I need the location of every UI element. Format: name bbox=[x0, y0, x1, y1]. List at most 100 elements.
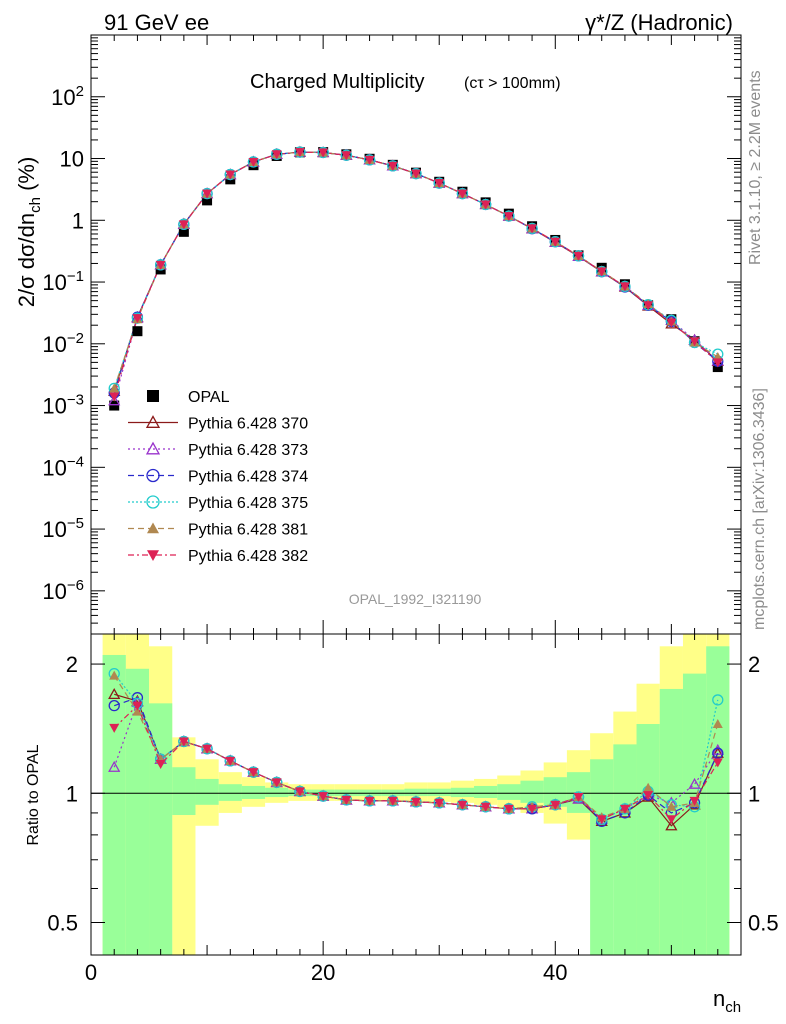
ratio-point bbox=[619, 804, 630, 814]
ratio-point bbox=[643, 782, 654, 792]
mc-point bbox=[457, 189, 468, 199]
band-inner-bin bbox=[427, 788, 451, 797]
plot-title: Charged Multiplicity bbox=[250, 71, 425, 93]
legend-marker bbox=[145, 415, 161, 428]
ratio-point bbox=[178, 737, 189, 747]
ratio-point bbox=[132, 701, 143, 711]
band-inner-bin bbox=[125, 668, 150, 955]
mc-point bbox=[689, 337, 700, 347]
y-tick-label: 10−1 bbox=[42, 268, 84, 295]
legend-marker bbox=[146, 468, 160, 483]
ratio-point bbox=[712, 758, 723, 768]
data-point bbox=[132, 326, 143, 337]
main-axes: 102 10 1 10−1 10−2 10−3 10−4 10−5 10−6 bbox=[42, 34, 742, 635]
x-tick-label: 40 bbox=[543, 960, 567, 985]
y-tick-label: 102 bbox=[51, 83, 84, 110]
ratio-axes: 0.5 0.51 12 20 20 40 bbox=[47, 633, 779, 985]
ratio-point bbox=[225, 756, 236, 766]
y-tick-label: 10−3 bbox=[42, 392, 84, 419]
legend-marker bbox=[147, 522, 159, 534]
ratio-point bbox=[434, 798, 445, 808]
data-point bbox=[178, 226, 189, 237]
band-inner-bin bbox=[102, 654, 126, 955]
band-inner-bin bbox=[474, 785, 498, 799]
legend-marker bbox=[146, 495, 160, 509]
mc-point bbox=[712, 358, 723, 368]
band-inner-bin bbox=[590, 759, 614, 955]
ratio-point bbox=[712, 747, 724, 759]
mc-point bbox=[434, 179, 445, 189]
ratio-y-tick-label-right: 2 bbox=[748, 652, 760, 677]
ratio-point bbox=[248, 768, 259, 778]
ratio-point bbox=[364, 796, 375, 806]
plot-title-suffix: (cτ > 100mm) bbox=[464, 75, 561, 92]
ratio-point bbox=[294, 787, 305, 797]
ratio-point bbox=[689, 796, 700, 806]
mc-point bbox=[550, 237, 561, 247]
header-left: 91 GeV ee bbox=[104, 10, 209, 35]
ratio-point bbox=[712, 719, 723, 729]
mc-point bbox=[202, 189, 213, 199]
mc-point bbox=[387, 161, 398, 171]
legend-label: Pythia 6.428 381 bbox=[188, 522, 308, 539]
mc-point bbox=[248, 157, 259, 167]
ratio-uncertainty-bands bbox=[102, 634, 730, 955]
main-plot-panel: 102 10 1 10−1 10−2 10−3 10−4 10−5 10−6 Charged M… bbox=[14, 34, 742, 635]
band-inner-bin bbox=[218, 784, 242, 801]
band-inner-bin bbox=[682, 673, 707, 955]
x-tick-label: 0 bbox=[85, 960, 97, 985]
data-point bbox=[109, 400, 120, 411]
ratio-point bbox=[457, 800, 468, 810]
ratio-point bbox=[712, 694, 724, 706]
band-inner-bin bbox=[636, 724, 660, 955]
ratio-point bbox=[643, 791, 654, 801]
mc-point bbox=[109, 392, 120, 402]
ratio-point bbox=[411, 797, 421, 807]
ratio-point bbox=[202, 744, 213, 754]
ratio-point bbox=[666, 815, 677, 825]
mc-point bbox=[341, 151, 352, 161]
data-point bbox=[202, 195, 213, 206]
mc-point bbox=[294, 148, 305, 158]
legend-label: Pythia 6.428 373 bbox=[188, 442, 308, 459]
ratio-y-tick-label-right: 1 bbox=[748, 781, 760, 806]
mc-point bbox=[666, 318, 677, 328]
legend-marker bbox=[145, 441, 161, 455]
ratio-point bbox=[596, 815, 607, 825]
mc-point bbox=[109, 383, 120, 393]
band-inner-bin bbox=[241, 785, 266, 799]
y-tick-label: 1 bbox=[72, 208, 84, 233]
mc-point bbox=[596, 267, 607, 277]
mc-point bbox=[132, 314, 143, 324]
mc-point bbox=[108, 394, 121, 406]
side-label-mcplots: mcplots.cern.ch [arXiv:1306.3436] bbox=[751, 388, 768, 630]
band-inner-bin bbox=[172, 767, 196, 816]
y-tick-label: 10 bbox=[60, 147, 84, 172]
mc-point bbox=[573, 251, 584, 261]
mc-point bbox=[411, 169, 421, 179]
ratio-point bbox=[108, 688, 121, 700]
legend: OPAL Pythia 6.428 370 Pythia 6.428 373 Pyth… bbox=[128, 389, 308, 565]
mc-point bbox=[225, 170, 236, 180]
band-inner-bin bbox=[497, 784, 521, 800]
ratio-y-tick-label-right: 0.5 bbox=[748, 910, 779, 935]
x-tick-label: 20 bbox=[311, 960, 335, 985]
band-inner-bin bbox=[520, 780, 544, 803]
ratio-series-group bbox=[108, 667, 724, 831]
legend-marker bbox=[147, 390, 159, 402]
legend-label: OPAL bbox=[188, 389, 230, 406]
mc-point bbox=[527, 224, 538, 234]
ratio-point bbox=[109, 723, 120, 733]
mc-point bbox=[503, 212, 514, 222]
band-inner-bin bbox=[195, 778, 219, 805]
legend-label: Pythia 6.428 370 bbox=[188, 416, 308, 433]
mc-point bbox=[480, 200, 491, 210]
legend-label: Pythia 6.428 382 bbox=[188, 548, 308, 565]
ratio-y-tick-label: 1 bbox=[66, 781, 78, 806]
ratio-plot-panel: 0.5 0.51 12 20 20 40 Ratio to OPAL nch bbox=[25, 633, 779, 1016]
ratio-y-tick-label: 2 bbox=[66, 652, 78, 677]
band-inner-bin bbox=[265, 787, 289, 798]
y-tick-label: 10−5 bbox=[42, 515, 84, 542]
ratio-point bbox=[480, 802, 491, 812]
ratio-point bbox=[573, 793, 584, 803]
